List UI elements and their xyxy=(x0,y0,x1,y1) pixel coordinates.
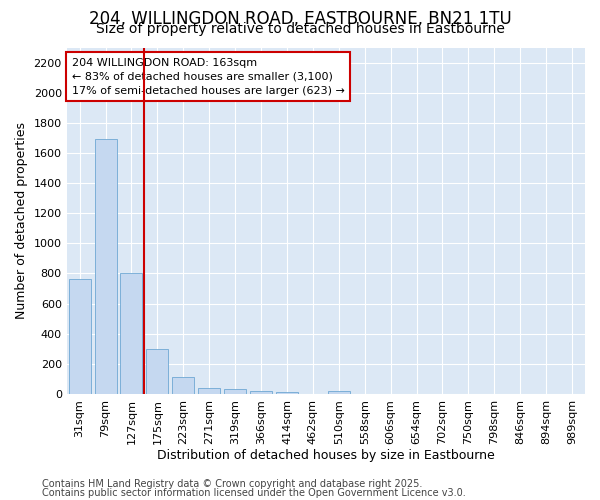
Text: Size of property relative to detached houses in Eastbourne: Size of property relative to detached ho… xyxy=(95,22,505,36)
Text: 204, WILLINGDON ROAD, EASTBOURNE, BN21 1TU: 204, WILLINGDON ROAD, EASTBOURNE, BN21 1… xyxy=(89,10,511,28)
Y-axis label: Number of detached properties: Number of detached properties xyxy=(15,122,28,319)
Bar xyxy=(224,388,246,394)
Bar xyxy=(172,376,194,394)
Bar xyxy=(146,349,169,394)
Bar xyxy=(68,280,91,394)
Bar xyxy=(198,388,220,394)
Text: Contains HM Land Registry data © Crown copyright and database right 2025.: Contains HM Land Registry data © Crown c… xyxy=(42,479,422,489)
Bar xyxy=(95,140,116,394)
Bar xyxy=(328,391,350,394)
X-axis label: Distribution of detached houses by size in Eastbourne: Distribution of detached houses by size … xyxy=(157,450,495,462)
Bar xyxy=(276,392,298,394)
Bar xyxy=(250,390,272,394)
Text: 204 WILLINGDON ROAD: 163sqm
← 83% of detached houses are smaller (3,100)
17% of : 204 WILLINGDON ROAD: 163sqm ← 83% of det… xyxy=(72,58,345,96)
Text: Contains public sector information licensed under the Open Government Licence v3: Contains public sector information licen… xyxy=(42,488,466,498)
Bar xyxy=(121,274,142,394)
